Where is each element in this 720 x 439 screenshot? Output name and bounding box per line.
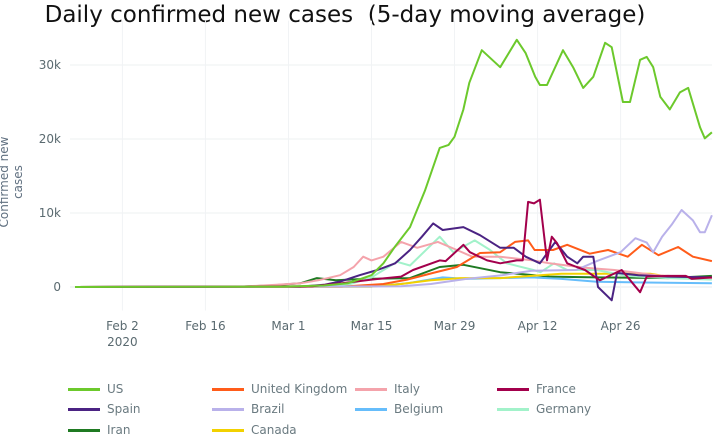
legend-item-canada[interactable]: Canada — [212, 421, 297, 439]
legend-label: US — [107, 382, 124, 396]
x-tick-label: Apr 26 — [601, 319, 641, 333]
x-tick-label: Apr 12 — [518, 319, 558, 333]
series-line-spain — [74, 222, 712, 302]
legend-label: Germany — [536, 402, 592, 416]
legend-label: Belgium — [394, 402, 444, 416]
series-line-us — [74, 38, 713, 288]
series-line-france — [74, 198, 712, 294]
legend-item-germany[interactable]: Germany — [497, 400, 591, 418]
x-axis-ticks: Feb 2 2020 Feb 16 Mar 1 Mar 15 Mar 29 Apr 12 Ap… — [106, 319, 640, 349]
chart-title: Daily confirmed new cases (5-day moving … — [44, 2, 646, 28]
legend-swatch — [68, 387, 100, 391]
series-lines — [74, 38, 713, 302]
x-tick-label: Feb 2 — [106, 319, 139, 333]
legend-swatch — [212, 407, 244, 411]
legend: US United Kingdom Italy France Spain Brazil Be… — [0, 380, 720, 439]
series-line-italy — [74, 240, 712, 288]
legend-label: Italy — [394, 382, 421, 396]
y-tick-label: 0 — [53, 280, 61, 294]
legend-item-italy[interactable]: Italy — [355, 380, 420, 398]
x-tick-label: Mar 29 — [434, 319, 476, 333]
legend-label: United Kingdom — [251, 382, 348, 396]
series-line-germany — [74, 235, 712, 288]
legend-item-belgium[interactable]: Belgium — [355, 400, 443, 418]
x-tick-label: Mar 15 — [351, 319, 393, 333]
series-line-brazil — [74, 209, 713, 288]
legend-item-united-kingdom[interactable]: United Kingdom — [212, 380, 347, 398]
x-tick-year-label: 2020 — [107, 335, 138, 349]
legend-label: Brazil — [251, 402, 285, 416]
legend-item-france[interactable]: France — [497, 380, 576, 398]
x-tick-label: Feb 16 — [185, 319, 225, 333]
y-tick-label: 20k — [39, 132, 61, 146]
legend-item-us[interactable]: US — [68, 380, 123, 398]
legend-item-iran[interactable]: Iran — [68, 421, 130, 439]
legend-label: Iran — [107, 423, 131, 437]
legend-label: Canada — [251, 423, 297, 437]
legend-swatch — [497, 387, 529, 391]
y-axis-ticks: 0 10k 20k 30k — [39, 58, 61, 294]
legend-swatch — [212, 387, 244, 391]
x-tick-label: Mar 1 — [271, 319, 305, 333]
legend-swatch — [212, 428, 244, 432]
legend-label: Spain — [107, 402, 141, 416]
legend-swatch — [68, 428, 100, 432]
legend-swatch — [355, 407, 387, 411]
legend-swatch — [497, 407, 529, 411]
legend-swatch — [355, 387, 387, 391]
legend-swatch — [68, 407, 100, 411]
y-tick-label: 30k — [39, 58, 61, 72]
legend-item-spain[interactable]: Spain — [68, 400, 141, 418]
legend-item-brazil[interactable]: Brazil — [212, 400, 285, 418]
line-chart: 0 10k 20k 30k Feb 2 2020 Feb 16 Mar 1 Mar 15 Mar… — [39, 20, 713, 349]
y-tick-label: 10k — [39, 206, 61, 220]
legend-label: France — [536, 382, 576, 396]
